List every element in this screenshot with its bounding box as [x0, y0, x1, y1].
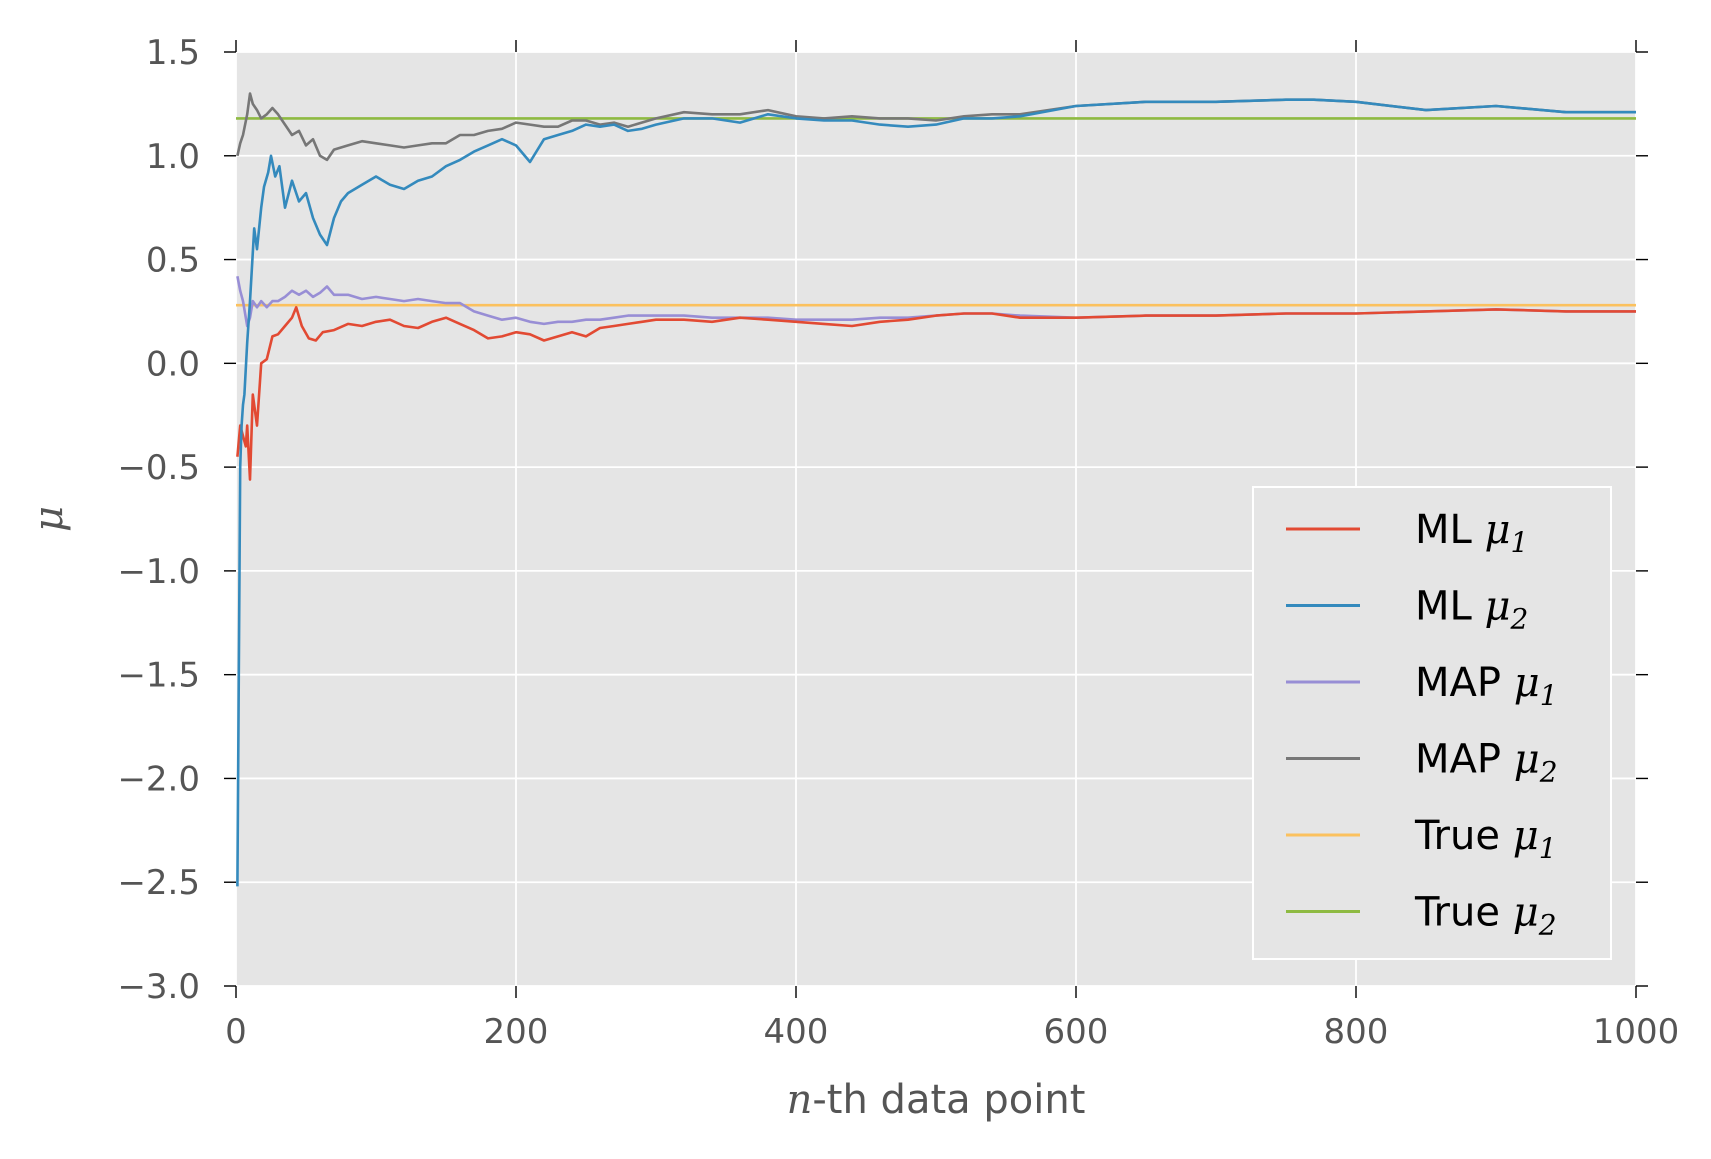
x-tick-label: 600: [1044, 1012, 1109, 1052]
y-tick-label: −0.5: [117, 448, 200, 488]
y-tick-label: 1.0: [146, 137, 200, 177]
legend-label-symbol: μ: [1514, 660, 1540, 706]
legend-label-symbol: μ: [1513, 890, 1539, 936]
series-line-map-mu2: [236, 92, 1636, 162]
x-axis-label-text: -th data point: [812, 1077, 1085, 1123]
legend-label: ML μ2: [1415, 584, 1528, 636]
legend-box: [1252, 486, 1612, 960]
legend-label-text: True: [1414, 813, 1513, 859]
axis-ticks: [224, 40, 1648, 998]
y-tick-label: −3.0: [117, 967, 200, 1007]
y-tick-label: −1.0: [117, 552, 200, 592]
legend-label-subscript: 2: [1539, 756, 1558, 789]
x-tick-label: 0: [225, 1012, 247, 1052]
legend-label-text: ML: [1415, 584, 1485, 630]
legend-label-subscript: 2: [1510, 603, 1529, 636]
legend-label: True μ2: [1414, 890, 1557, 942]
x-axis-label: n-th data point: [787, 1077, 1086, 1123]
legend-label-text: True: [1414, 890, 1513, 936]
y-tick-label: −1.5: [117, 656, 200, 696]
series-line-ml-mu1: [236, 305, 1636, 481]
y-tick-label: 1.5: [146, 33, 200, 73]
legend-label-symbol: μ: [1485, 507, 1511, 553]
series-layer: [236, 92, 1636, 887]
x-axis-label-var: n: [787, 1077, 813, 1123]
legend-label-subscript: 1: [1539, 832, 1557, 865]
series-line-ml-mu2: [236, 98, 1636, 887]
legend-label-text: ML: [1415, 507, 1485, 553]
y-tick-label: 0.0: [146, 344, 200, 384]
legend-label-symbol: μ: [1513, 813, 1539, 859]
legend-label: ML μ1: [1415, 507, 1528, 559]
x-tick-label: 200: [484, 1012, 549, 1052]
legend-label-text: MAP: [1415, 737, 1514, 783]
tick-labels: 0 200 400 600 800 1000 1.5 1.0 0.5 0.0 −0.5 −1.0 −1.…: [117, 33, 1679, 1052]
x-tick-label: 800: [1324, 1012, 1389, 1052]
y-tick-label: 0.5: [146, 241, 200, 281]
x-tick-label: 1000: [1593, 1012, 1680, 1052]
legend-label: MAP μ1: [1415, 660, 1558, 712]
legend-label-text: MAP: [1415, 660, 1514, 706]
legend-label-subscript: 1: [1511, 526, 1529, 559]
legend-label-subscript: 1: [1540, 679, 1558, 712]
y-tick-label: −2.5: [117, 863, 200, 903]
legend-label-symbol: μ: [1485, 584, 1511, 630]
x-tick-label: 400: [764, 1012, 829, 1052]
legend-label-symbol: μ: [1514, 737, 1540, 783]
legend-label: MAP μ2: [1415, 737, 1558, 789]
legend-label-subscript: 2: [1538, 909, 1557, 942]
y-tick-label: −2.0: [117, 759, 200, 799]
y-axis-label: μ: [26, 506, 72, 532]
legend-label: True μ1: [1414, 813, 1557, 865]
